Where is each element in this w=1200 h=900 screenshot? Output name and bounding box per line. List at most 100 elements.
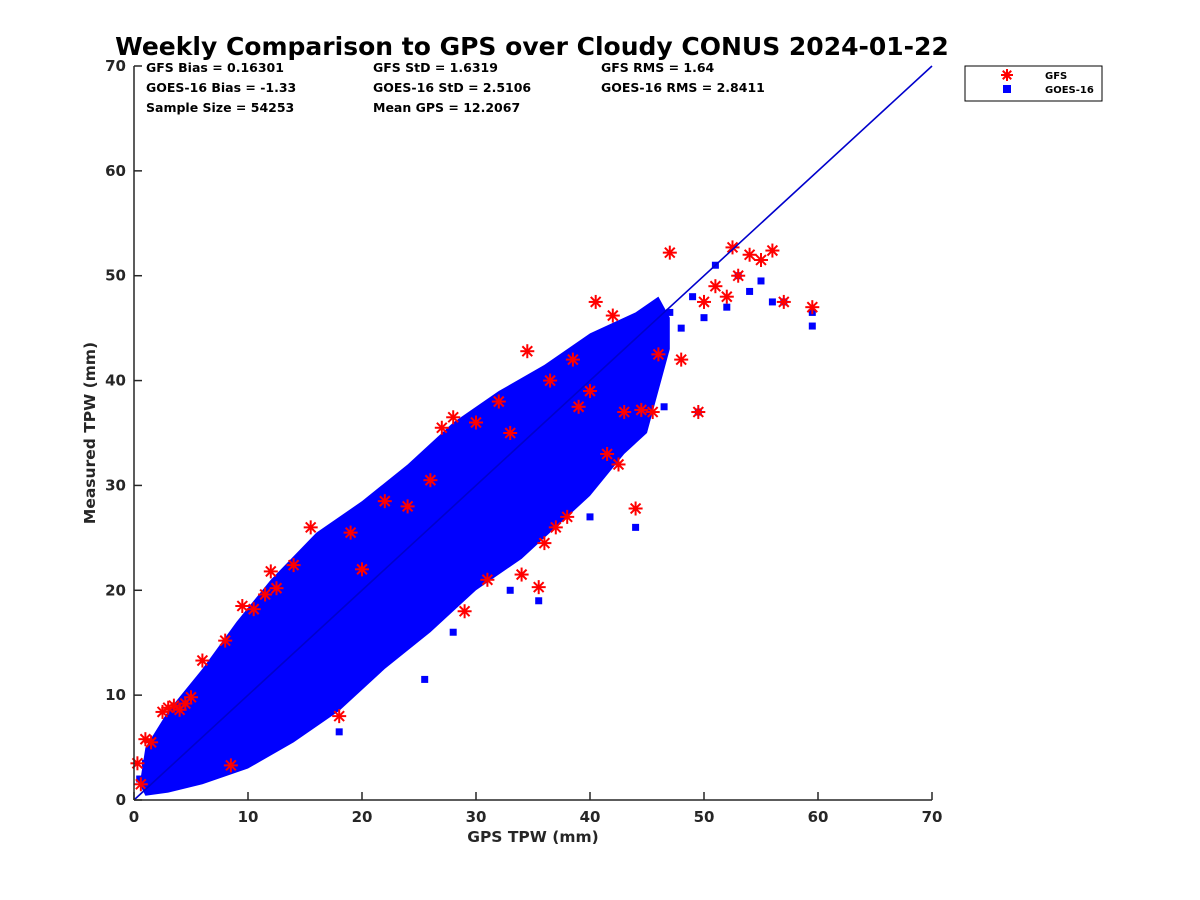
goes16-point [392, 518, 400, 526]
goes16-point [529, 398, 537, 406]
gfs-point [480, 572, 495, 587]
gfs-point [246, 602, 261, 617]
y-tick-label: 60 [105, 162, 126, 180]
goes16-point [632, 366, 640, 374]
goes16-point [540, 429, 548, 437]
gfs-point [674, 352, 689, 367]
x-tick-label: 20 [352, 808, 373, 826]
legend-box [964, 65, 1103, 102]
y-ticks: 0 10 20 30 40 50 60 70 [105, 57, 142, 809]
goes16-point [164, 728, 172, 736]
y-tick-label: 30 [105, 476, 126, 494]
gfs-point [719, 289, 734, 304]
gfs-point [708, 279, 723, 294]
x-tick-label: 50 [694, 808, 715, 826]
gfs-point [662, 245, 677, 260]
x-tick-label: 0 [129, 808, 139, 826]
goes16-point [461, 455, 469, 463]
gfs-point [355, 562, 369, 577]
gfs-point [446, 410, 461, 425]
goes16-point [415, 497, 423, 505]
goes16-point [620, 329, 628, 337]
gfs-point [600, 446, 615, 461]
goes16-point [677, 324, 685, 332]
gfs-point [765, 243, 780, 258]
goes16-point [255, 649, 263, 657]
gfs-rms-text: GFS RMS = 1.64 [601, 60, 715, 75]
gfs-point [457, 604, 472, 619]
legend-goes-marker [1003, 85, 1011, 93]
goes-bias-text: GOES-16 Bias = -1.33 [146, 80, 296, 95]
legend-gfs-label: GFS [1045, 71, 1067, 82]
y-tick-label: 50 [105, 267, 126, 285]
gfs-point [133, 777, 148, 792]
y-tick-label: 0 [116, 791, 126, 809]
legend-gfs-marker [1001, 69, 1013, 81]
goes16-point [187, 714, 195, 722]
goes16-point [244, 702, 252, 710]
goes16-point [210, 696, 218, 704]
gfs-point [571, 399, 586, 414]
goes16-point [176, 738, 184, 746]
goes16-point [575, 361, 583, 369]
gfs-point [543, 373, 558, 388]
gfs-bias-text: GFS Bias = 0.16301 [146, 60, 284, 75]
goes16-point [159, 754, 166, 762]
goes16-point [723, 303, 731, 311]
gfs-point [725, 240, 740, 255]
goes16-point [233, 670, 241, 678]
gfs-point [731, 268, 746, 283]
x-axis-label: GPS TPW (mm) [467, 828, 599, 846]
data-points [130, 240, 820, 792]
gfs-point [531, 580, 546, 595]
gfs-point [223, 758, 238, 773]
goes-rms-text: GOES-16 RMS = 2.8411 [601, 80, 765, 95]
gfs-point [691, 405, 706, 420]
gfs-point [343, 525, 358, 540]
goes16-point [535, 597, 543, 605]
y-axis-label: Measured TPW (mm) [81, 342, 99, 524]
gfs-point [605, 308, 620, 323]
y-tick-label: 40 [105, 372, 126, 390]
gfs-point [776, 294, 791, 309]
goes16-point [301, 602, 309, 610]
gfs-point [195, 653, 210, 668]
gfs-point [805, 300, 820, 315]
sample-size-text: Sample Size = 54253 [146, 100, 294, 115]
goes16-point [643, 314, 651, 322]
y-tick-label: 20 [105, 581, 126, 599]
goes16-point [141, 759, 149, 767]
goes16-point [808, 322, 816, 330]
goes16-point [335, 728, 343, 736]
goes16-point [267, 665, 275, 673]
gfs-point [491, 394, 506, 409]
gfs-point [332, 709, 347, 724]
goes-std-text: GOES-16 StD = 2.5106 [373, 80, 531, 95]
x-tick-label: 60 [808, 808, 829, 826]
goes16-point [404, 555, 412, 563]
chart-title: Weekly Comparison to GPS over Cloudy CON… [115, 32, 949, 61]
gfs-point [588, 294, 603, 309]
gfs-point [400, 499, 415, 514]
one-to-one-line [133, 65, 933, 801]
goes16-point [438, 476, 446, 484]
gfs-point [537, 536, 552, 551]
gfs-point [611, 457, 626, 472]
goes16-point [483, 434, 491, 442]
goes16-point [347, 560, 355, 568]
goes16-point [689, 293, 697, 301]
x-ticks: 0 10 20 30 40 50 60 70 [129, 792, 943, 826]
goes16-point [278, 623, 286, 631]
y-tick-label: 70 [105, 57, 126, 75]
mean-gps-text: Mean GPS = 12.2067 [373, 100, 520, 115]
x-tick-label: 70 [922, 808, 943, 826]
goes16-point [381, 571, 389, 579]
goes16-point [757, 277, 765, 285]
gfs-point [377, 494, 392, 509]
goes16-point [632, 523, 640, 531]
gfs-point [138, 732, 153, 747]
goes16-point [472, 487, 480, 495]
goes16-point [700, 314, 708, 322]
goes16-point [666, 308, 674, 316]
